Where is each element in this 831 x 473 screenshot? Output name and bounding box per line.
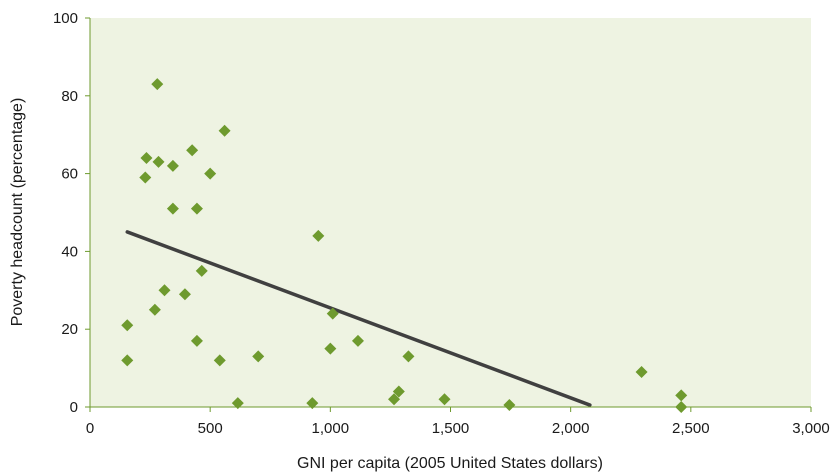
data-point	[213, 354, 226, 367]
y-tick-label: 100	[53, 10, 78, 27]
y-tick-label: 40	[61, 243, 78, 260]
data-point	[312, 229, 325, 242]
data-point	[139, 171, 152, 184]
data-point	[351, 334, 364, 347]
data-point	[392, 385, 405, 398]
data-point	[388, 393, 401, 406]
x-tick-label: 1,500	[432, 420, 470, 437]
data-point	[178, 288, 191, 301]
y-axis-title: Poverty headcount (percentage)	[9, 98, 26, 327]
data-point	[158, 284, 171, 297]
data-point	[675, 389, 688, 402]
x-tick-label: 2,000	[552, 420, 590, 437]
x-tick-label: 500	[198, 420, 223, 437]
data-point	[190, 334, 203, 347]
x-axis-title: GNI per capita (2005 United States dolla…	[297, 455, 603, 472]
trend-line	[125, 230, 592, 407]
y-tick-label: 0	[70, 399, 78, 416]
data-point	[306, 397, 319, 410]
y-tick-label: 60	[61, 166, 78, 183]
data-point	[324, 342, 337, 355]
x-tick-label: 2,500	[672, 420, 710, 437]
data-point	[218, 124, 231, 137]
data-point	[503, 399, 516, 412]
data-point	[121, 354, 134, 367]
data-point	[166, 159, 179, 172]
x-tick-label: 3,000	[792, 420, 830, 437]
data-point	[186, 144, 199, 157]
data-point	[166, 202, 179, 215]
x-tick-label: 1,000	[312, 420, 350, 437]
data-point	[121, 319, 134, 332]
y-tick-label: 20	[61, 321, 78, 338]
data-point	[635, 365, 648, 378]
data-point	[151, 78, 164, 91]
data-point	[402, 350, 415, 363]
data-point	[152, 155, 165, 168]
data-point	[148, 303, 161, 316]
data-point	[438, 393, 451, 406]
data-point	[140, 152, 153, 165]
data-point	[252, 350, 265, 363]
y-tick-label: 80	[61, 88, 78, 105]
data-point	[204, 167, 217, 180]
data-point	[231, 397, 244, 410]
data-point	[326, 307, 339, 320]
data-point	[195, 264, 208, 277]
x-tick-label: 0	[86, 420, 94, 437]
data-point	[190, 202, 203, 215]
plot-area	[90, 18, 811, 407]
